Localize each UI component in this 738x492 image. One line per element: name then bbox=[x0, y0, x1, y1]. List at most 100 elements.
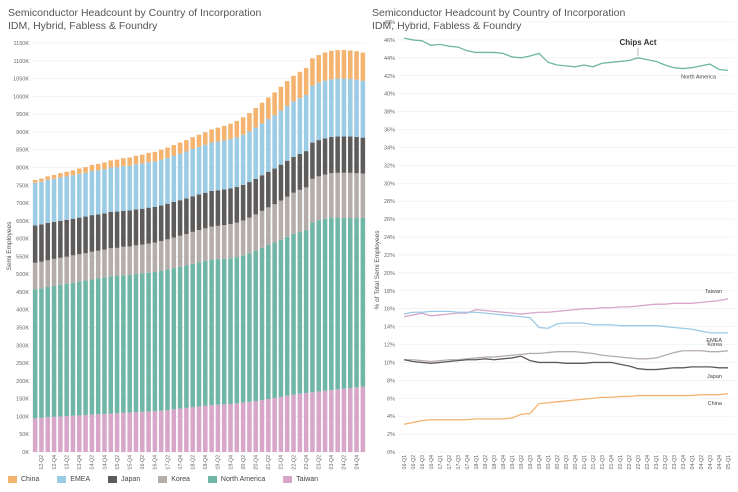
x-tick-label: 2020-Q1 bbox=[546, 455, 552, 470]
bar-segment-taiwan bbox=[234, 403, 240, 452]
bar-segment-china bbox=[32, 179, 38, 183]
y-tick-label: 350K bbox=[16, 326, 29, 332]
bar-segment-china bbox=[284, 81, 290, 106]
bar-segment-emea bbox=[341, 78, 347, 137]
x-tick-label: 2017-Q4 bbox=[465, 455, 471, 470]
bar-segment-china bbox=[341, 50, 347, 79]
line-emea bbox=[403, 310, 728, 334]
y-tick-label: 28% bbox=[384, 199, 395, 205]
x-tick-label: 2020-Q4 bbox=[254, 455, 260, 470]
bar-segment-taiwan bbox=[329, 390, 334, 452]
bar-segment-japan bbox=[196, 194, 202, 231]
y-tick-label: 1000K bbox=[13, 94, 29, 100]
bar-segment-north-america bbox=[234, 257, 240, 404]
bar-segment-emea bbox=[196, 146, 202, 195]
bar-segment-china bbox=[127, 157, 132, 166]
legend-item-japan[interactable]: Japan bbox=[108, 476, 140, 483]
bar-segment-north-america bbox=[303, 230, 309, 393]
bar-segment-korea bbox=[253, 214, 258, 251]
legend-item-taiwan[interactable]: Taiwan bbox=[283, 476, 318, 483]
bar-segment-taiwan bbox=[171, 409, 177, 452]
bar-segment-emea bbox=[360, 80, 366, 138]
bar-segment-taiwan bbox=[70, 415, 76, 452]
legend-swatch bbox=[158, 476, 168, 483]
x-tick-label: 2024-Q4 bbox=[354, 455, 360, 470]
bar-segment-korea bbox=[278, 200, 284, 240]
bar-segment-japan bbox=[121, 210, 126, 247]
bar-segment-china bbox=[108, 160, 114, 168]
bar-segment-emea bbox=[32, 182, 38, 226]
bar-segment-china bbox=[259, 102, 265, 124]
bar-segment-korea bbox=[215, 225, 221, 260]
bar-segment-korea bbox=[354, 173, 359, 218]
bar-segment-korea bbox=[196, 230, 202, 263]
x-tick-label: 2019-Q4 bbox=[537, 455, 543, 470]
bar-segment-china bbox=[133, 155, 139, 165]
x-tick-label: 2017-Q2 bbox=[447, 455, 453, 470]
legend-label: China bbox=[21, 476, 40, 483]
bar-segment-taiwan bbox=[215, 404, 221, 452]
bar-segment-china bbox=[51, 174, 57, 179]
bar-segment-north-america bbox=[190, 263, 195, 408]
bar-segment-taiwan bbox=[95, 414, 101, 452]
bar-segment-japan bbox=[95, 214, 101, 251]
bar-segment-emea bbox=[253, 127, 258, 179]
bar-segment-emea bbox=[278, 110, 284, 165]
bar-segment-japan bbox=[89, 215, 95, 252]
bar-segment-japan bbox=[140, 208, 145, 245]
legend-item-emea[interactable]: EMEA bbox=[57, 476, 90, 483]
bar-segment-emea bbox=[70, 175, 76, 219]
bar-segment-korea bbox=[316, 176, 322, 221]
y-tick-label: 900K bbox=[16, 130, 29, 136]
x-tick-label: 2017-Q2 bbox=[165, 455, 171, 470]
y-tick-label: 40% bbox=[384, 92, 395, 98]
bar-segment-japan bbox=[266, 171, 271, 208]
bar-segment-taiwan bbox=[322, 390, 328, 452]
bar-segment-emea bbox=[190, 148, 195, 197]
y-tick-label: 50K bbox=[19, 432, 29, 438]
bar-segment-china bbox=[335, 50, 340, 79]
y-tick-label: 750K bbox=[16, 183, 29, 189]
bar-segment-korea bbox=[272, 204, 277, 243]
bar-segment-korea bbox=[329, 173, 334, 218]
bar-segment-taiwan bbox=[196, 406, 202, 452]
bar-segment-china bbox=[83, 167, 88, 173]
line-taiwan bbox=[403, 298, 729, 318]
x-tick-label: 2022-Q1 bbox=[618, 455, 624, 470]
legend-label: Korea bbox=[171, 476, 190, 483]
bar-segment-china bbox=[177, 142, 183, 154]
y-tick-label: 26% bbox=[384, 217, 395, 223]
y-tick-label: 450K bbox=[16, 290, 29, 296]
bar-segment-japan bbox=[203, 192, 208, 229]
bar-segment-taiwan bbox=[177, 408, 183, 452]
y-tick-label: 48% bbox=[384, 20, 395, 26]
bar-segment-korea bbox=[335, 172, 340, 218]
bar-segment-japan bbox=[253, 178, 258, 215]
x-tick-label: 2015-Q2 bbox=[115, 455, 121, 470]
bar-segment-japan bbox=[64, 219, 69, 257]
bar-segment-japan bbox=[284, 160, 290, 197]
y-tick-label: 1150K bbox=[14, 41, 30, 47]
legend-item-north-america[interactable]: North America bbox=[207, 476, 265, 483]
x-tick-label: 2023-Q1 bbox=[654, 455, 660, 470]
share-line-chart: % of Total Semi Employees 0% 2% 4% 6% 8% 10% 1… bbox=[374, 20, 734, 470]
bar-segment-japan bbox=[51, 221, 57, 259]
right-chart-subtitle: IDM, Hybrid, Fabless & Foundry bbox=[372, 19, 522, 32]
x-tick-label: 2023-Q2 bbox=[663, 455, 669, 470]
bar-segment-north-america bbox=[121, 275, 126, 413]
bar-segment-china bbox=[234, 120, 240, 138]
bar-segment-north-america bbox=[215, 259, 221, 405]
bar-segment-korea bbox=[102, 249, 107, 278]
bar-segment-north-america bbox=[203, 261, 208, 406]
legend-item-korea[interactable]: Korea bbox=[158, 476, 190, 483]
bar-segment-korea bbox=[32, 262, 38, 290]
bar-segment-japan bbox=[58, 220, 63, 258]
bar-segment-china bbox=[171, 145, 177, 156]
bar-segment-taiwan bbox=[316, 391, 322, 452]
x-tick-label: 2018-Q1 bbox=[474, 455, 480, 470]
bar-segment-north-america bbox=[259, 247, 265, 401]
legend-item-china[interactable]: China bbox=[8, 476, 39, 483]
y-tick-label: 2% bbox=[387, 432, 395, 438]
bar-segment-emea bbox=[335, 78, 340, 137]
bar-segment-korea bbox=[146, 243, 151, 273]
